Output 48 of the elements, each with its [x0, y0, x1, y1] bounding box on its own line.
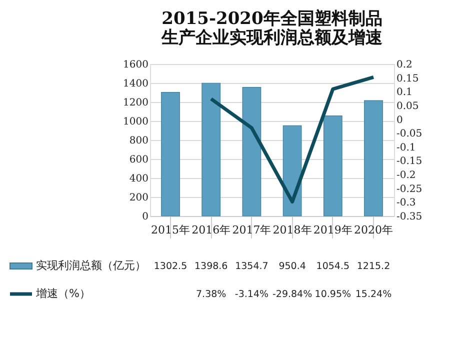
x-tick-label: 2017年	[232, 224, 272, 236]
y2-tick-label: -0.3	[396, 198, 416, 209]
data-label: 1054.5	[316, 261, 350, 272]
y-tick-label: 1600	[123, 60, 148, 70]
y2-tick-label: -0.25	[396, 184, 422, 195]
data-label: -29.84%	[272, 289, 312, 300]
legend-label: 增速（%）	[35, 287, 90, 300]
y-tick-label: 0	[142, 212, 148, 222]
bar	[364, 100, 383, 216]
x-tick-label: 2020年	[354, 224, 393, 236]
y-tick-label: 600	[129, 154, 148, 166]
line-series	[209, 75, 376, 204]
data-label: 950.4	[278, 261, 306, 272]
y2-tick-label: -0.2	[396, 170, 416, 182]
y-tick-label: 1000	[123, 116, 148, 128]
y2-tick-label: -0.1	[396, 142, 416, 154]
y2-tick-label: 0	[396, 114, 403, 126]
y-tick-label: 1200	[123, 98, 148, 108]
y2-tick-label: -0.05	[396, 128, 422, 140]
x-tick-label: 2015年	[151, 224, 190, 236]
data-label: 1302.5	[154, 261, 188, 272]
y2-tick-label: 0.1	[396, 87, 412, 98]
bar	[282, 125, 302, 216]
x-tick-label: 2018年	[272, 224, 312, 236]
data-label: 10.95%	[314, 289, 352, 300]
bar	[161, 92, 180, 216]
bar	[242, 87, 262, 216]
chart-title: 2015-2020年全国塑料制品生产企业实现利润总额及增速	[160, 8, 382, 48]
data-label: 1398.6	[194, 261, 228, 272]
y-tick-label: 400	[129, 174, 148, 184]
y2-tick-label: -0.15	[396, 156, 422, 168]
data-label: 15.24%	[355, 289, 392, 300]
y2-tick-label: -0.35	[396, 212, 422, 222]
data-label: -3.14%	[234, 289, 269, 300]
x-tick-label: 2016年	[192, 224, 231, 236]
data-label: 1354.7	[235, 261, 268, 272]
y-tick-label: 200	[129, 192, 148, 204]
y2-tick-label: 0.05	[396, 100, 419, 112]
legend-label: 实现利润总额（亿元）	[36, 259, 146, 272]
x-tick-label: 2019年	[313, 224, 352, 236]
y-tick-label: 1400	[123, 78, 148, 90]
bar	[202, 82, 221, 216]
bar	[323, 116, 342, 216]
y-tick-label: 800	[129, 136, 148, 146]
y2-tick-label: 0.15	[396, 73, 419, 84]
data-label: 7.38%	[196, 289, 226, 300]
data-label: 1215.2	[356, 261, 390, 272]
y2-tick-label: 0.2	[396, 60, 412, 70]
